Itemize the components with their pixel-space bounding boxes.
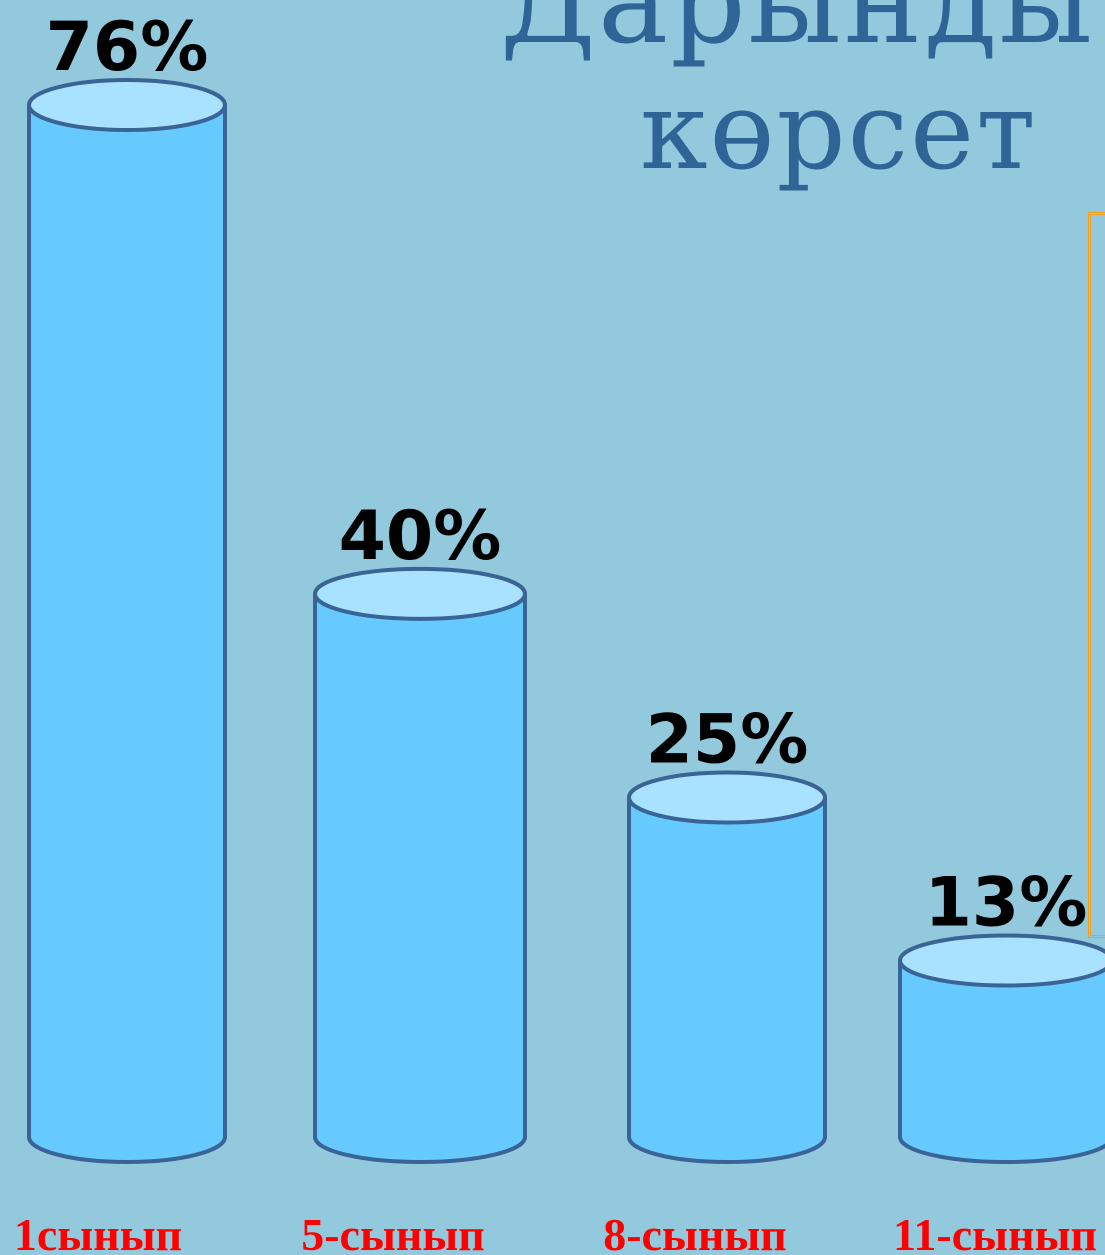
bar-2-top <box>313 566 527 621</box>
category-label-1: 1сынып <box>14 1209 182 1255</box>
category-label-2: 5-сынып <box>301 1209 485 1255</box>
bar-1-body <box>27 103 227 1164</box>
bar-1-top <box>27 78 227 132</box>
bar-4-body <box>898 958 1105 1164</box>
bar-3-top <box>627 770 827 825</box>
data-label-3: 25% <box>646 701 809 780</box>
data-label-4: 13% <box>925 863 1088 942</box>
slide-title-line-1: Дарынды <box>500 0 1095 70</box>
bar-4-top <box>898 933 1105 988</box>
slide-title-line-2: көрсет <box>640 69 1038 194</box>
data-label-1: 76% <box>46 8 209 87</box>
bar-2-body <box>313 591 527 1164</box>
category-label-3: 8-сынып <box>603 1209 787 1255</box>
data-label-2: 40% <box>339 497 502 576</box>
category-label-4: 11-сынып <box>893 1209 1097 1255</box>
decorative-frame <box>1088 212 1105 938</box>
bar-3-body <box>627 795 827 1164</box>
